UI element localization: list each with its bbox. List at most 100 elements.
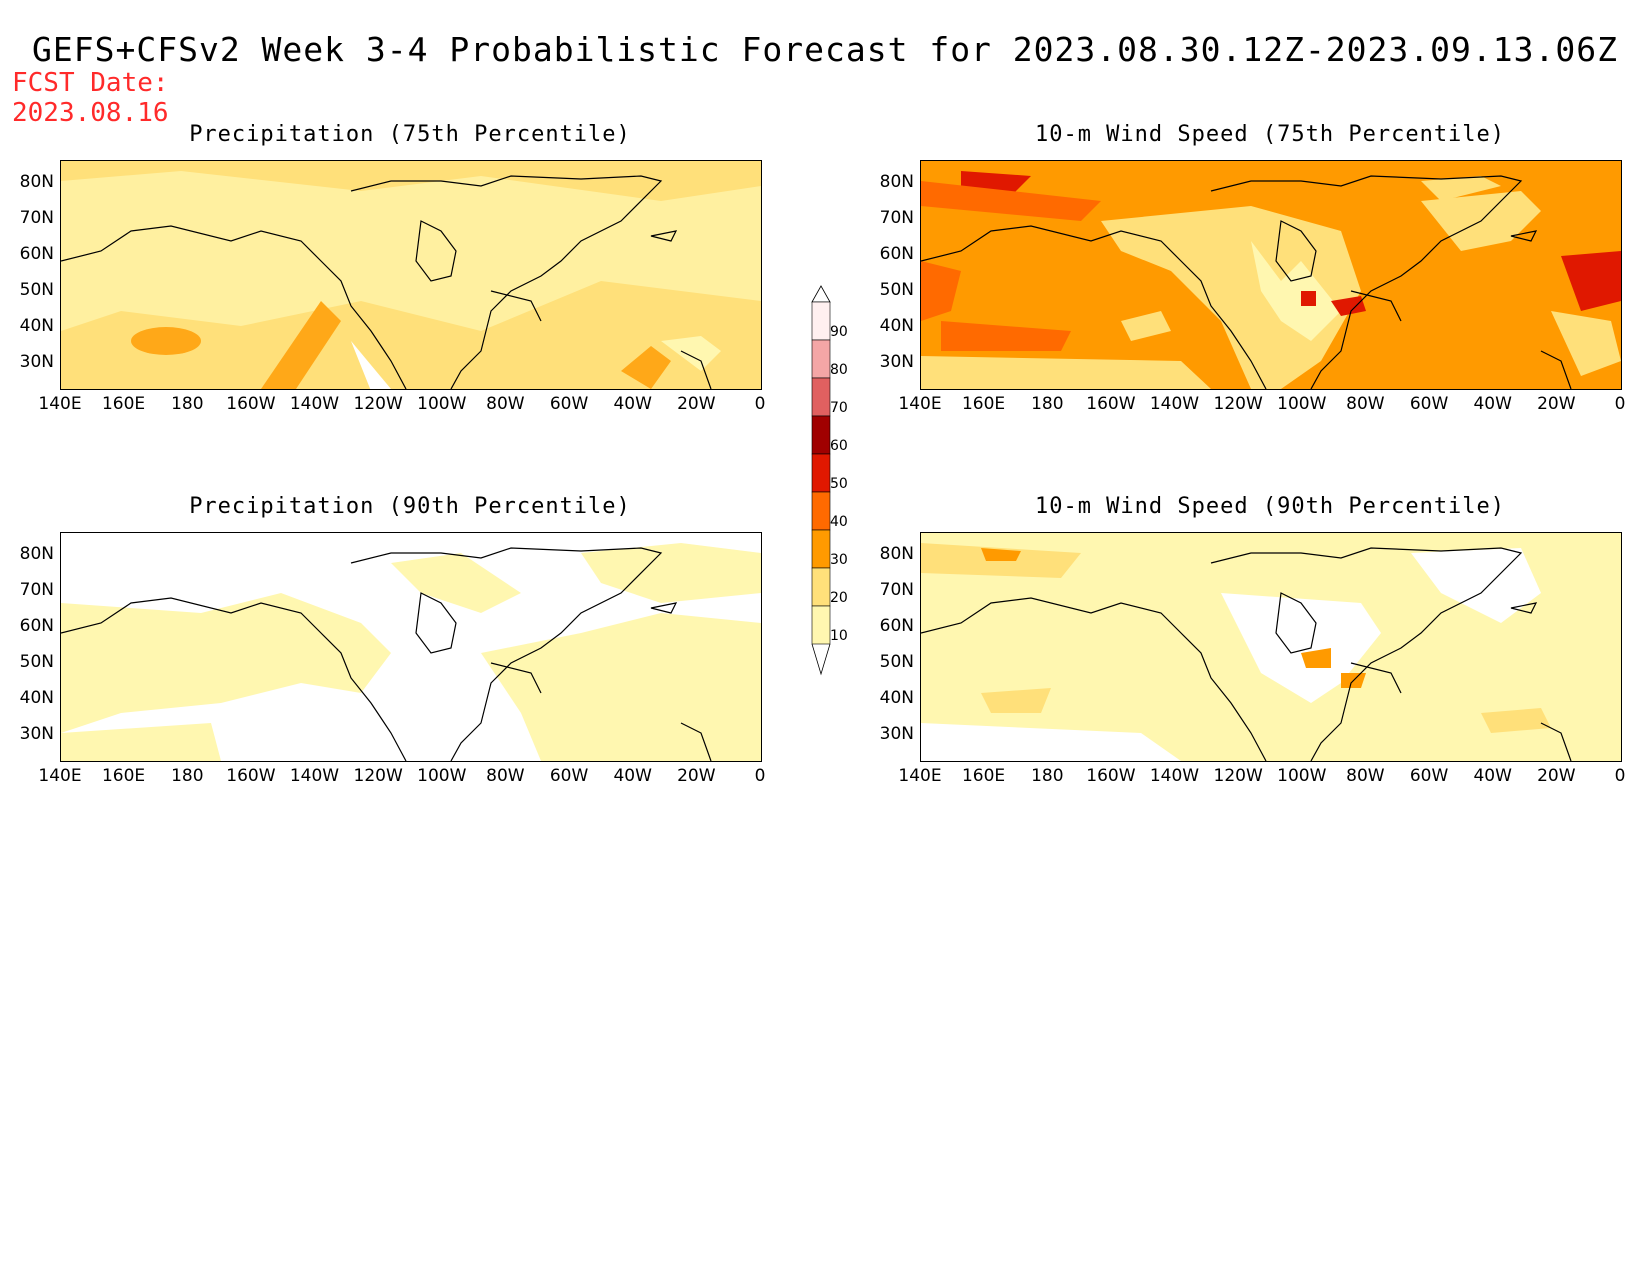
colorbar-swatch [811,529,831,569]
colorbar-label: 30 [830,552,848,568]
lon-tick: 20W [1537,766,1576,786]
lon-tick: 20W [1537,394,1576,414]
lat-tick: 80N [879,544,914,564]
lon-tick: 120W [1213,394,1263,414]
colorbar: 90 80 70 60 50 40 30 20 10 [800,272,890,682]
lat-tick: 60N [879,244,914,264]
lat-tick: 30N [879,724,914,744]
lat-tick: 50N [879,280,914,300]
lon-tick: 140E [898,394,942,414]
lon-tick: 80W [486,766,525,786]
lat-tick: 80N [19,172,54,192]
lon-tick: 80W [486,394,525,414]
lon-tick: 140E [898,766,942,786]
lat-tick: 40N [879,688,914,708]
lon-tick: 140E [38,394,82,414]
lon-tick: 60W [549,766,589,786]
colorbar-label: 80 [830,362,848,378]
panel-precip-75: Precipitation (75th Percentile) 80N 70N … [0,122,766,452]
lon-tick: 0 [754,766,766,786]
lat-tick: 50N [19,280,54,300]
lon-tick: 40W [613,394,652,414]
main-title: GEFS+CFSv2 Week 3-4 Probabilistic Foreca… [32,30,1618,69]
fcst-label: FCST Date: [12,68,169,98]
lon-tick: 100W [1277,766,1327,786]
lon-tick: 160E [961,394,1006,414]
lat-tick: 50N [19,652,54,672]
lat-tick: 30N [879,352,914,372]
colorbar-label: 90 [830,324,848,340]
lat-tick: 70N [879,208,914,228]
colorbar-swatch [811,301,831,341]
colorbar-label: 20 [830,590,848,606]
panel-title: 10-m Wind Speed (75th Percentile) [1034,122,1506,147]
lat-tick: 70N [19,208,54,228]
lon-tick: 100W [1277,394,1327,414]
map-field [921,161,1621,389]
lat-tick: 60N [879,616,914,636]
lon-tick: 180 [1031,394,1064,414]
lon-tick: 100W [417,394,467,414]
lon-tick: 160W [1086,394,1136,414]
lon-tick: 140W [1149,394,1200,414]
colorbar-swatch [811,567,831,607]
lon-tick: 160W [226,766,276,786]
lon-tick: 160W [1086,766,1136,786]
colorbar-swatches [811,285,831,676]
colorbar-label: 10 [830,628,848,644]
lon-tick: 140W [289,394,340,414]
colorbar-swatch [811,453,831,493]
lon-tick: 140E [38,766,82,786]
lon-tick: 160W [226,394,276,414]
lon-tick: 160E [101,766,146,786]
panel-title: Precipitation (90th Percentile) [189,494,631,519]
lat-tick: 40N [19,688,54,708]
lon-tick: 40W [1473,394,1512,414]
colorbar-swatch [811,605,831,645]
lat-tick: 80N [879,172,914,192]
lon-tick: 160E [101,394,146,414]
lon-tick: 20W [677,394,716,414]
map-field [61,161,761,389]
map-plot [60,532,762,762]
lon-tick: 120W [353,766,403,786]
lat-tick: 30N [19,724,54,744]
lon-tick: 0 [1614,394,1626,414]
fcst-value: 2023.08.16 [12,98,169,128]
panel-precip-90: Precipitation (90th Percentile) 80N 70N … [0,494,766,824]
colorbar-label: 70 [830,400,848,416]
panel-title: Precipitation (75th Percentile) [189,122,631,147]
lat-tick: 30N [19,352,54,372]
colorbar-swatch [811,491,831,531]
lat-tick: 50N [879,652,914,672]
colorbar-label: 60 [830,438,848,454]
lat-tick: 60N [19,244,54,264]
lon-tick: 180 [1031,766,1064,786]
lat-tick: 60N [19,616,54,636]
colorbar-label: 50 [830,476,848,492]
lon-tick: 140W [1149,766,1200,786]
lat-tick: 40N [879,316,914,336]
lon-tick: 120W [1213,766,1263,786]
lat-tick: 80N [19,544,54,564]
panel-wind-75: 10-m Wind Speed (75th Percentile) [860,122,1626,452]
lat-tick: 40N [19,316,54,336]
lat-tick: 70N [19,580,54,600]
fcst-date: FCST Date: 2023.08.16 [12,68,169,128]
colorbar-swatch [811,377,831,417]
lon-tick: 120W [353,394,403,414]
colorbar-top-arrow [811,285,831,303]
lon-tick: 160E [961,766,1006,786]
lon-tick: 180 [171,394,204,414]
lon-tick: 0 [1614,766,1626,786]
map-field [921,533,1621,761]
colorbar-bottom-arrow [811,643,831,676]
map-plot [920,160,1622,390]
lon-tick: 180 [171,766,204,786]
lon-tick: 0 [754,394,766,414]
colorbar-swatch [811,415,831,455]
colorbar-swatch [811,339,831,379]
map-field [61,533,761,761]
lon-tick: 40W [613,766,652,786]
lon-tick: 60W [549,394,589,414]
